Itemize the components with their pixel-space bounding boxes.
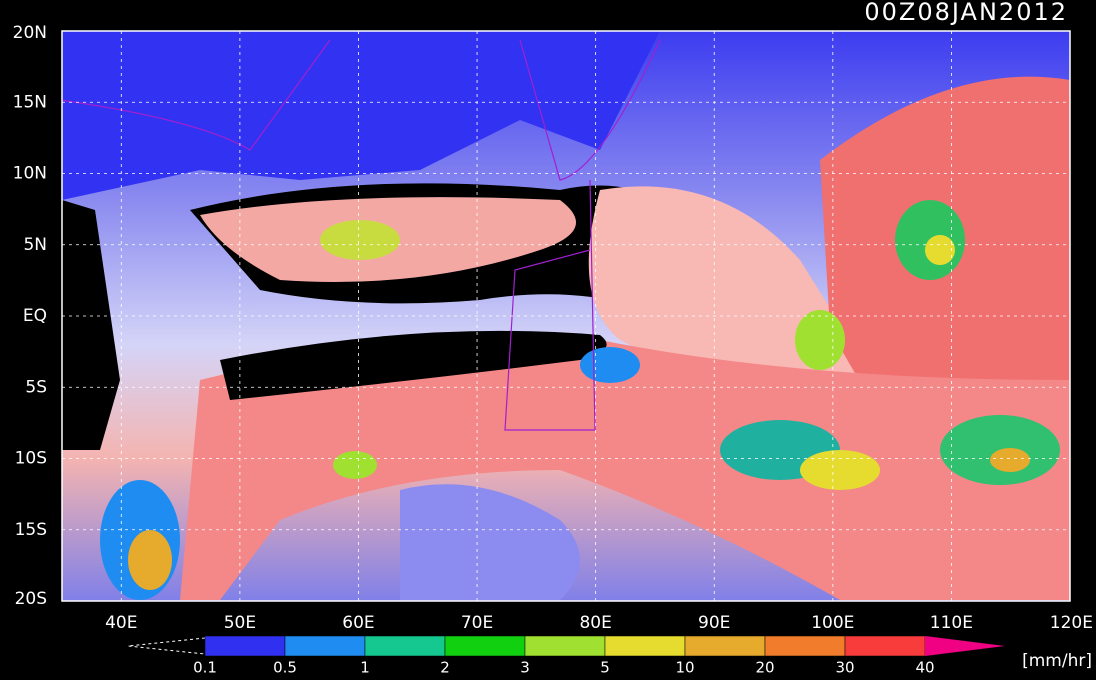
colorbar-label: 0.1 [193,659,217,677]
lat-label: 5N [23,235,47,255]
lon-label: 90E [698,613,730,633]
lon-label: 120E [1050,613,1093,633]
lon-label: 110E [930,613,973,633]
colorbar-label: 1 [360,659,370,677]
colorbar-units: [mm/hr] [1022,651,1092,671]
colorbar-box [284,635,366,657]
colorbar-box [844,635,926,657]
lon-label: 50E [224,613,256,633]
colorbar-label: 3 [520,659,530,677]
lat-label: 10N [13,164,47,184]
colorbar-low-arrow [127,637,206,655]
lat-label: 5S [25,377,47,397]
colorbar-label: 0.5 [273,659,297,677]
colorbar-label: 30 [835,659,854,677]
lon-label: 60E [342,613,374,633]
colorbar-box [764,635,846,657]
colorbar-box [364,635,446,657]
colorbar-label: 40 [915,659,934,677]
lon-label: 70E [461,613,493,633]
lat-label: 20N [13,23,47,43]
lat-label: 15S [15,520,47,540]
colorbar-box [684,635,766,657]
colorbar-box [524,635,606,657]
colorbar-high-arrow [925,636,1005,656]
colorbar-label: 20 [755,659,774,677]
precip-field [62,31,1070,601]
colorbar-box [444,635,526,657]
lat-label: EQ [23,306,47,326]
lat-label: 10S [15,449,47,469]
lat-label: 20S [15,589,47,609]
colorbar-box [204,635,286,657]
title: 00Z08JAN2012 [864,0,1068,26]
lon-label: 80E [579,613,611,633]
colorbar-label: 2 [440,659,450,677]
lon-label: 40E [105,613,137,633]
colorbar-label: 10 [675,659,694,677]
colorbar-box [604,635,686,657]
lat-label: 15N [13,92,47,112]
lon-label: 100E [811,613,854,633]
colorbar-label: 5 [600,659,610,677]
